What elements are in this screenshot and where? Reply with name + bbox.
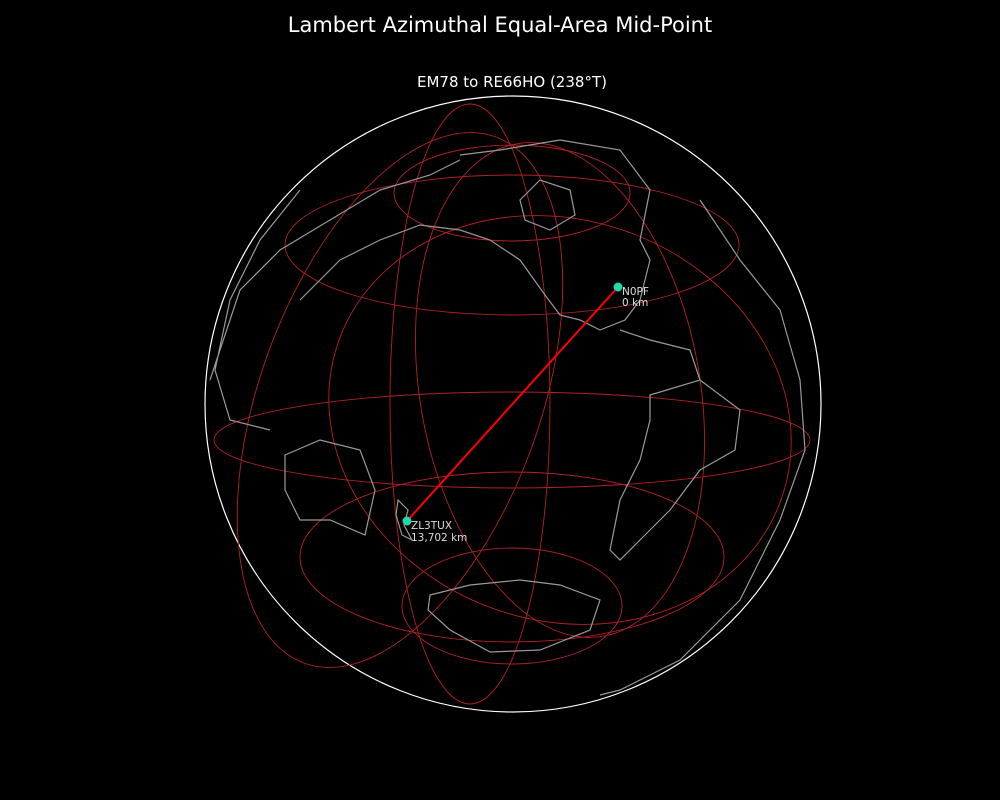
map-subtitle: EM78 to RE66HO (238°T) [417,73,607,91]
graticule-line [389,103,551,705]
graticule-line [299,471,725,643]
graticule-line [401,547,623,665]
station-distance-zl3tux: 13,702 km [411,532,467,544]
graticule-line [328,215,792,625]
coastlines [209,139,806,696]
graticule [213,103,811,705]
station-marker-n0pf[interactable] [613,282,623,292]
coastline-europe-africa [599,199,806,696]
coastline-new-zealand [395,498,414,542]
station-label-n0pf: N0PF [622,286,649,298]
coastline-south-america [609,379,741,561]
coastline-asia [209,159,461,431]
graticule-line [236,132,564,668]
station-distance-n0pf: 0 km [622,297,648,309]
graticule-line [284,174,740,316]
map-title: Lambert Azimuthal Equal-Area Mid-Point [287,13,713,37]
great-circle-path [406,286,619,522]
station-marker-zl3tux[interactable] [402,516,412,526]
coastline-antarctica [427,579,601,653]
graticule-line [213,391,811,489]
coastline-greenland [519,179,576,231]
coastline-australia [284,439,376,536]
station-label-zl3tux: ZL3TUX [411,520,452,532]
coastline-north-america [299,139,701,381]
graticule-line [415,142,705,638]
